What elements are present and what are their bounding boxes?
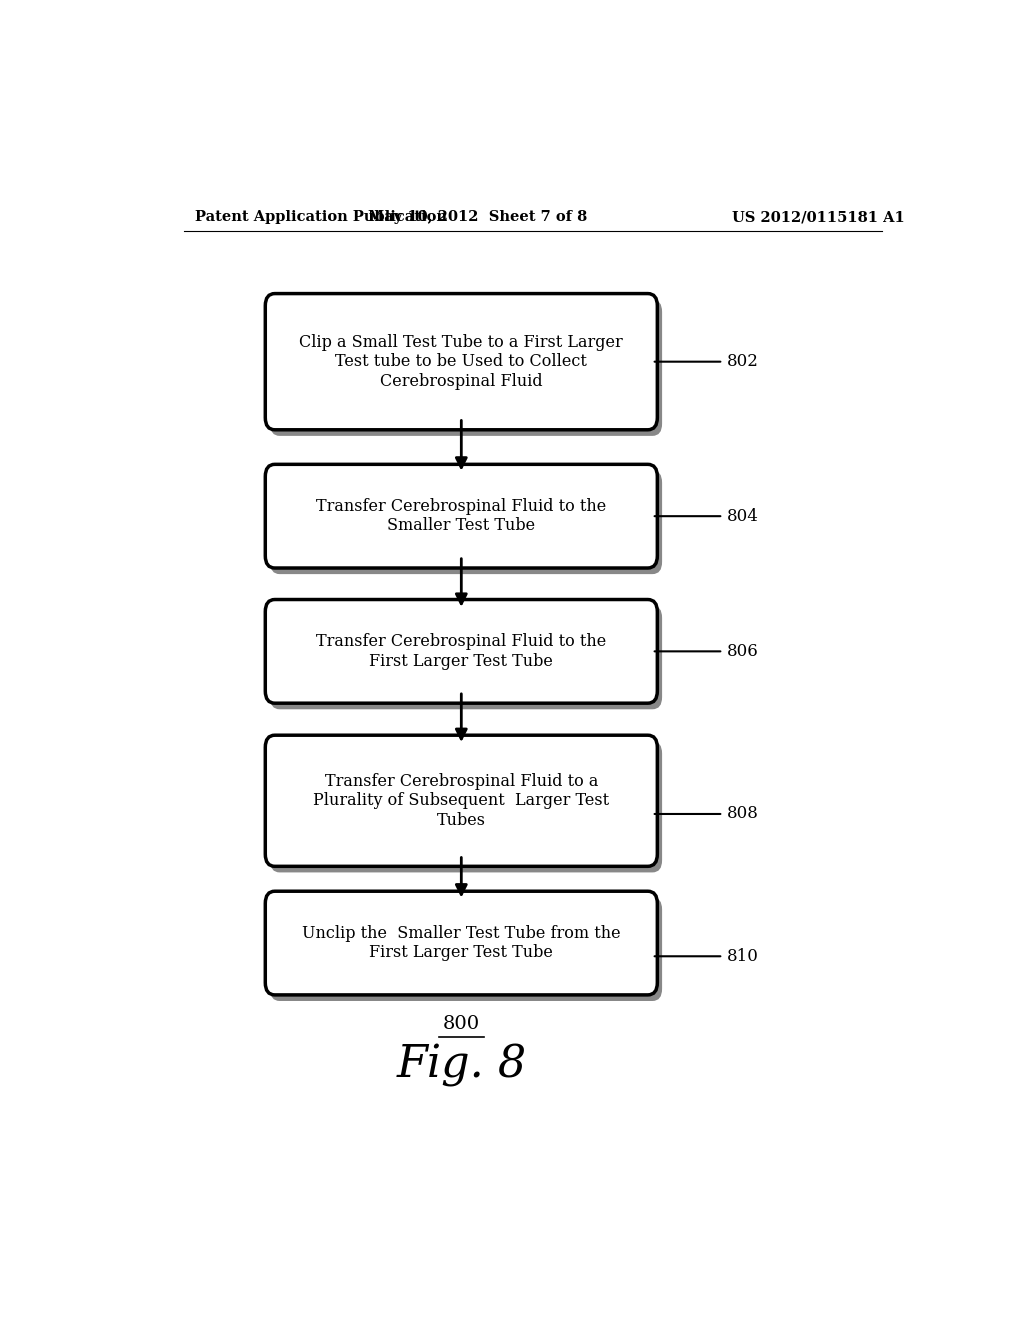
Text: Unclip the  Smaller Test Tube from the
First Larger Test Tube: Unclip the Smaller Test Tube from the Fi… xyxy=(302,925,621,961)
Text: Clip a Small Test Tube to a First Larger
Test tube to be Used to Collect
Cerebro: Clip a Small Test Tube to a First Larger… xyxy=(299,334,624,389)
Text: Transfer Cerebrospinal Fluid to a
Plurality of Subsequent  Larger Test
Tubes: Transfer Cerebrospinal Fluid to a Plural… xyxy=(313,772,609,829)
Text: Fig. 8: Fig. 8 xyxy=(396,1043,526,1086)
Text: US 2012/0115181 A1: US 2012/0115181 A1 xyxy=(732,210,905,224)
Text: 810: 810 xyxy=(727,948,759,965)
Text: Transfer Cerebrospinal Fluid to the
First Larger Test Tube: Transfer Cerebrospinal Fluid to the Firs… xyxy=(316,634,606,669)
FancyBboxPatch shape xyxy=(265,293,657,430)
FancyBboxPatch shape xyxy=(265,465,657,568)
Text: 802: 802 xyxy=(727,354,759,370)
FancyBboxPatch shape xyxy=(265,891,657,995)
Text: 808: 808 xyxy=(727,805,759,822)
FancyBboxPatch shape xyxy=(270,898,663,1001)
Text: May 10, 2012  Sheet 7 of 8: May 10, 2012 Sheet 7 of 8 xyxy=(368,210,587,224)
FancyBboxPatch shape xyxy=(270,606,663,709)
Text: Transfer Cerebrospinal Fluid to the
Smaller Test Tube: Transfer Cerebrospinal Fluid to the Smal… xyxy=(316,498,606,535)
Text: 800: 800 xyxy=(442,1015,480,1034)
Text: Patent Application Publication: Patent Application Publication xyxy=(196,210,447,224)
Text: 804: 804 xyxy=(727,508,759,524)
FancyBboxPatch shape xyxy=(270,470,663,574)
FancyBboxPatch shape xyxy=(270,300,663,436)
FancyBboxPatch shape xyxy=(265,735,657,866)
FancyBboxPatch shape xyxy=(270,742,663,873)
FancyBboxPatch shape xyxy=(265,599,657,704)
Text: 806: 806 xyxy=(727,643,759,660)
